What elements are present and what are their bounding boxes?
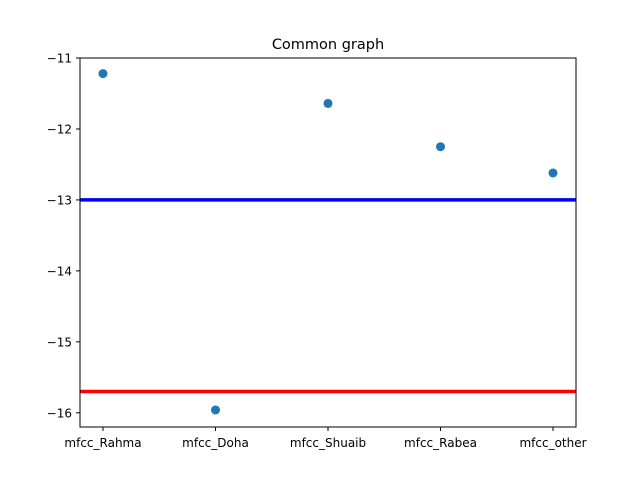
y-tick-label-4: −15: [47, 335, 72, 349]
y-tick-label-1: −12: [47, 122, 72, 136]
y-tick-label-2: −13: [47, 193, 72, 207]
axes: −11 −12 −13 −14 −15 −16 mfcc_Rahma mfcc_Doha mfc…: [47, 52, 587, 451]
x-tick-label-mfcc_Rahma: mfcc_Rahma: [64, 436, 141, 450]
data-point-mfcc_Rahma: [98, 69, 108, 79]
chart-title: Common graph: [272, 37, 384, 53]
plot-area: [80, 69, 576, 415]
data-point-mfcc_Shuaib: [323, 98, 333, 108]
x-tick-label-mfcc_Shuaib: mfcc_Shuaib: [290, 436, 366, 450]
x-tick-label-mfcc_other: mfcc_other: [519, 436, 586, 450]
y-tick-label-0: −11: [47, 52, 72, 66]
data-point-mfcc_Doha: [211, 405, 220, 415]
data-point-mfcc_other: [548, 168, 558, 178]
y-tick-label-5: −16: [47, 406, 72, 420]
x-tick-label-mfcc_Doha: mfcc_Doha: [182, 436, 249, 450]
x-tick-label-mfcc_Rabea: mfcc_Rabea: [404, 436, 477, 450]
data-point-mfcc_Rabea: [436, 142, 445, 152]
y-tick-label-3: −14: [47, 264, 72, 278]
